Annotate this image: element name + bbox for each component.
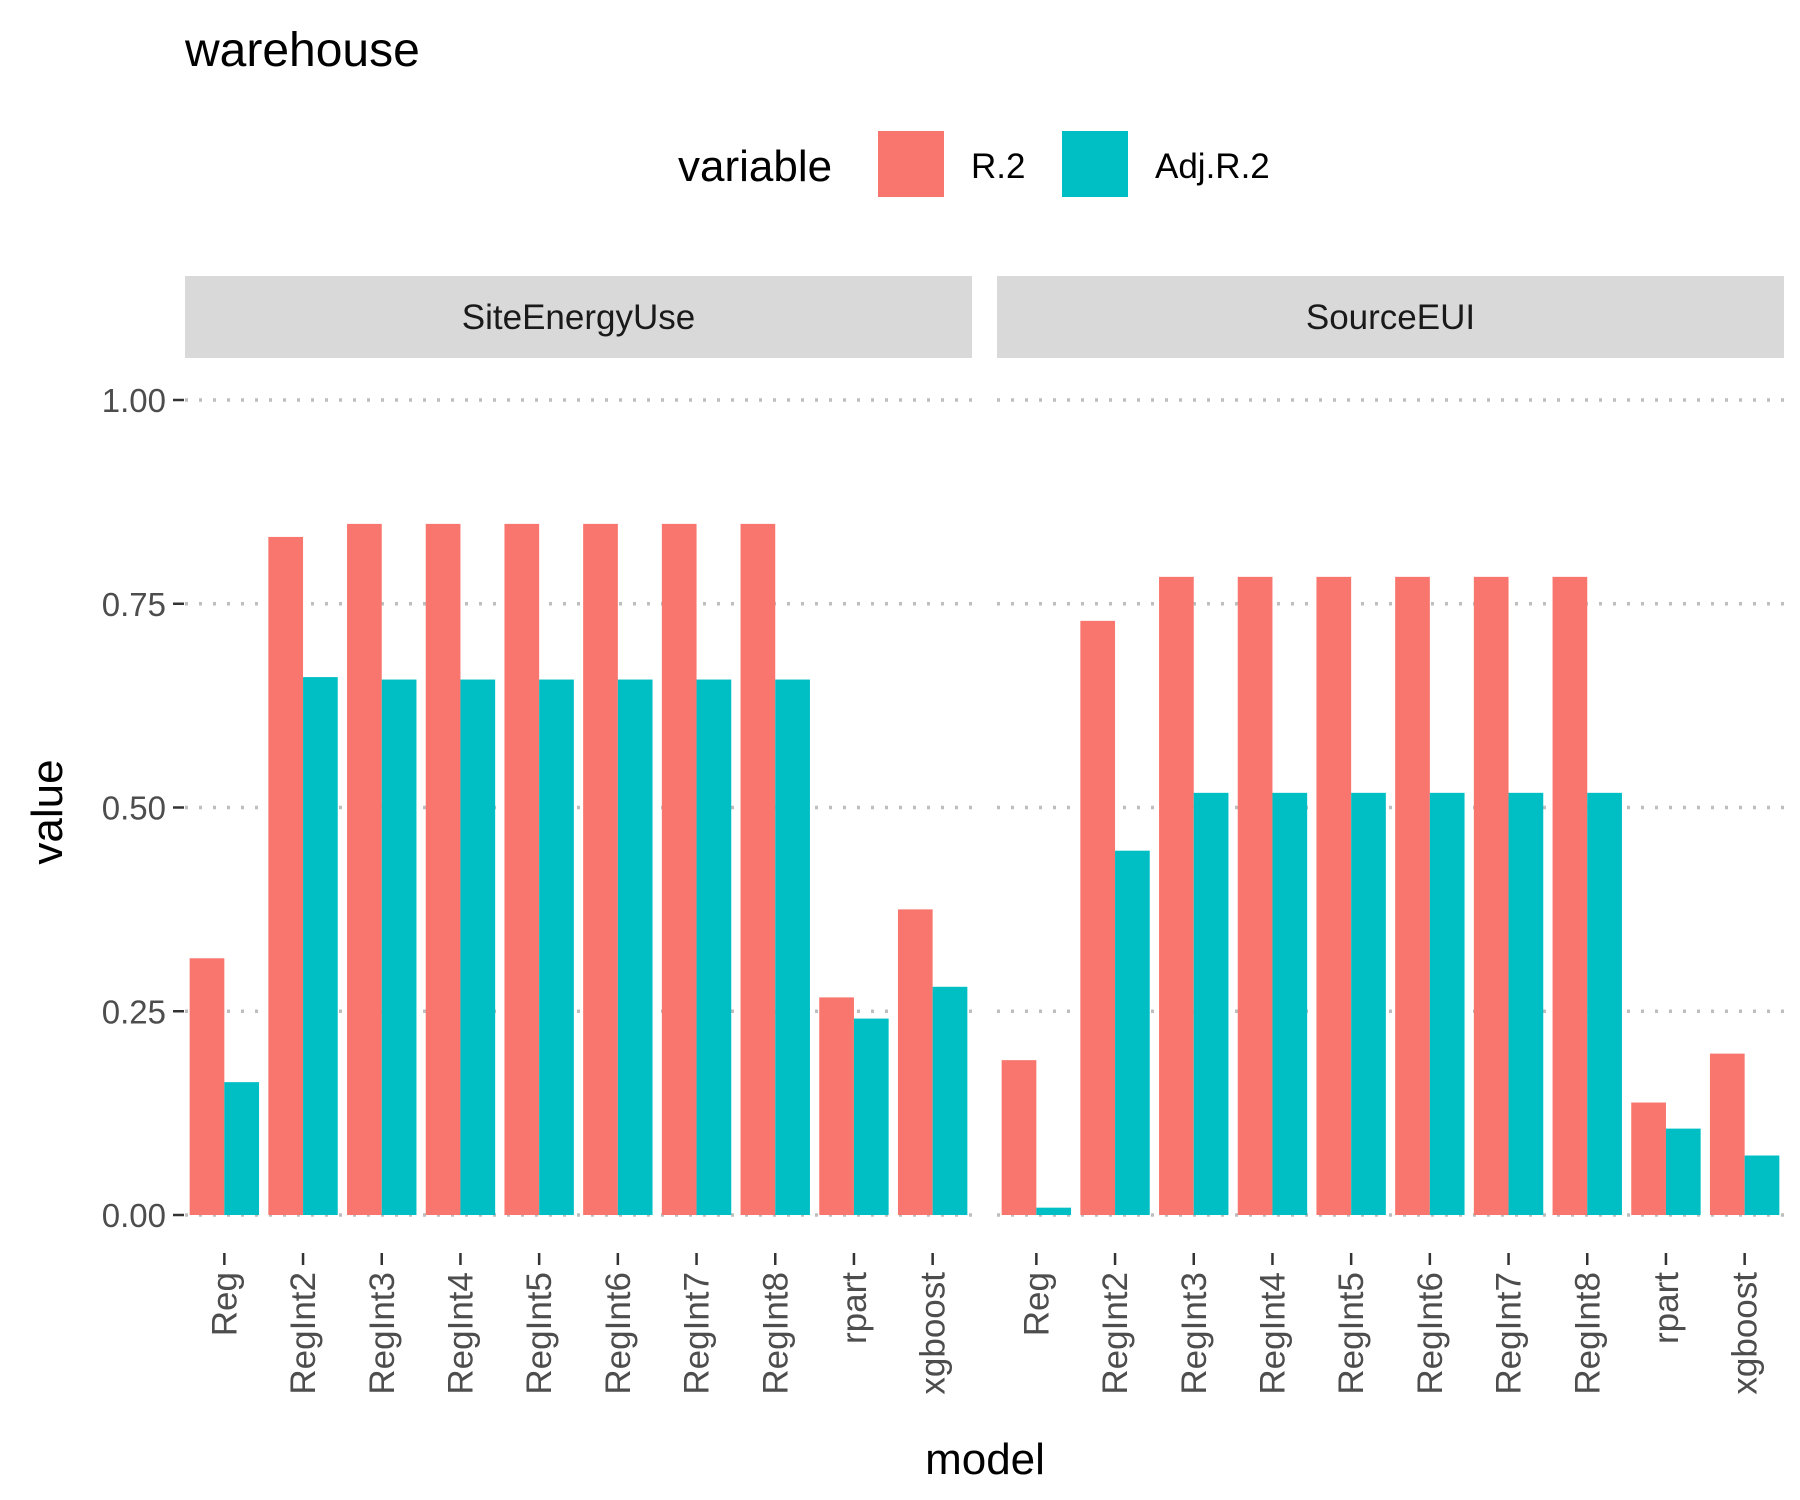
x-tick-label: RegInt7	[1490, 1272, 1529, 1395]
facet-strips: SiteEnergyUse SourceEUI	[185, 276, 1784, 358]
bar-siteenergyuse-regint4-adjr2	[460, 679, 496, 1215]
x-tick-label: RegInt2	[1096, 1272, 1135, 1395]
x-tick-label: xgboost	[914, 1272, 953, 1395]
bar-siteenergyuse-regint2-r2	[268, 536, 304, 1215]
bar-sourceeui-regint8-r2	[1552, 576, 1588, 1215]
legend-label-adjr2: Adj.R.2	[1155, 147, 1270, 186]
bar-siteenergyuse-regint5-r2	[504, 523, 540, 1215]
bar-siteenergyuse-xgboost-adjr2	[932, 986, 968, 1215]
x-tick-label: RegInt8	[1568, 1272, 1607, 1395]
legend-key-adjr2	[1062, 131, 1128, 197]
bar-sourceeui-regint2-adjr2	[1115, 850, 1150, 1215]
bar-siteenergyuse-reg-adjr2	[224, 1082, 260, 1215]
y-axis-title: value	[23, 759, 72, 864]
bar-siteenergyuse-regint8-r2	[740, 523, 776, 1215]
bar-siteenergyuse-xgboost-r2	[897, 909, 933, 1215]
x-axis: Reg RegInt2 RegInt3 RegInt4 RegInt5 RegInt6 Re…	[205, 1253, 1765, 1395]
bar-sourceeui-xgboost-adjr2	[1744, 1155, 1780, 1215]
x-tick-label: RegInt3	[1175, 1272, 1214, 1395]
x-tick-label: RegInt2	[284, 1272, 323, 1395]
bar-sourceeui-regint4-r2	[1237, 576, 1273, 1215]
bar-siteenergyuse-regint3-adjr2	[381, 679, 417, 1215]
bar-siteenergyuse-rpart-adjr2	[853, 1018, 889, 1215]
bar-sourceeui-xgboost-r2	[1709, 1053, 1745, 1215]
bar-siteenergyuse-regint4-r2	[425, 523, 461, 1215]
legend-title: variable	[678, 142, 832, 191]
bar-sourceeui-regint2-r2	[1080, 620, 1116, 1215]
bar-sourceeui-rpart-r2	[1631, 1102, 1666, 1215]
x-tick-label: RegInt4	[1253, 1272, 1292, 1395]
facet-strip-siteenergyuse	[185, 276, 972, 358]
x-tick-label: RegInt6	[599, 1272, 638, 1395]
x-tick-label: RegInt6	[1411, 1272, 1450, 1395]
x-tick-label: RegInt4	[441, 1272, 480, 1395]
bars-layer	[189, 523, 1780, 1215]
x-tick-label: rpart	[835, 1272, 874, 1344]
x-axis-title: model	[925, 1435, 1045, 1484]
bar-siteenergyuse-regint6-adjr2	[617, 679, 653, 1215]
bar-sourceeui-reg-adjr2	[1036, 1207, 1072, 1215]
bar-siteenergyuse-reg-r2	[189, 958, 225, 1215]
y-tick-label: 0.75	[102, 586, 166, 623]
legend-label-r2: R.2	[971, 147, 1025, 186]
bar-sourceeui-reg-r2	[1001, 1060, 1037, 1215]
y-tick-label: 0.00	[102, 1197, 166, 1234]
x-tick-label: xgboost	[1726, 1272, 1765, 1395]
y-tick-label: 0.25	[102, 993, 166, 1030]
bar-sourceeui-regint7-adjr2	[1508, 792, 1544, 1215]
x-tick-label: RegInt8	[756, 1272, 795, 1395]
bar-siteenergyuse-regint7-adjr2	[696, 679, 732, 1215]
bar-sourceeui-rpart-adjr2	[1665, 1128, 1701, 1215]
bar-siteenergyuse-regint7-r2	[661, 523, 697, 1215]
bar-sourceeui-regint3-r2	[1159, 576, 1194, 1215]
bar-sourceeui-regint4-adjr2	[1272, 792, 1308, 1215]
x-tick-label: RegInt3	[363, 1272, 402, 1395]
legend-key-r2	[878, 131, 944, 197]
x-tick-label: RegInt5	[520, 1272, 559, 1395]
bar-siteenergyuse-regint2-adjr2	[303, 677, 338, 1215]
grid-layer	[185, 398, 1784, 1217]
bar-sourceeui-regint3-adjr2	[1193, 792, 1229, 1215]
y-axis: 0.00 0.25 0.50 0.75 1.00	[102, 382, 184, 1234]
bar-siteenergyuse-regint8-adjr2	[775, 679, 810, 1215]
bar-sourceeui-regint6-r2	[1395, 576, 1430, 1215]
x-tick-label: Reg	[1017, 1272, 1056, 1336]
bar-siteenergyuse-regint6-r2	[583, 523, 618, 1215]
x-tick-label: Reg	[205, 1272, 244, 1336]
bar-sourceeui-regint6-adjr2	[1429, 792, 1465, 1215]
bar-sourceeui-regint8-adjr2	[1587, 792, 1622, 1215]
facet-strip-sourceeui	[997, 276, 1784, 358]
x-tick-label: RegInt5	[1332, 1272, 1371, 1395]
bar-siteenergyuse-regint3-r2	[347, 523, 382, 1215]
chart-title: warehouse	[184, 24, 420, 77]
bar-sourceeui-regint5-r2	[1316, 576, 1352, 1215]
facet-label-sourceeui: SourceEUI	[1306, 298, 1475, 337]
bar-sourceeui-regint5-adjr2	[1351, 792, 1386, 1215]
y-tick-label: 1.00	[102, 382, 166, 419]
x-tick-label: rpart	[1647, 1272, 1686, 1344]
legend: variable R.2 Adj.R.2	[678, 131, 1270, 197]
bar-siteenergyuse-regint5-adjr2	[539, 679, 574, 1215]
facet-label-siteenergyuse: SiteEnergyUse	[462, 298, 695, 337]
y-tick-label: 0.50	[102, 790, 166, 827]
x-tick-label: RegInt7	[678, 1272, 717, 1395]
bar-siteenergyuse-rpart-r2	[819, 997, 854, 1215]
bar-sourceeui-regint7-r2	[1473, 576, 1509, 1215]
